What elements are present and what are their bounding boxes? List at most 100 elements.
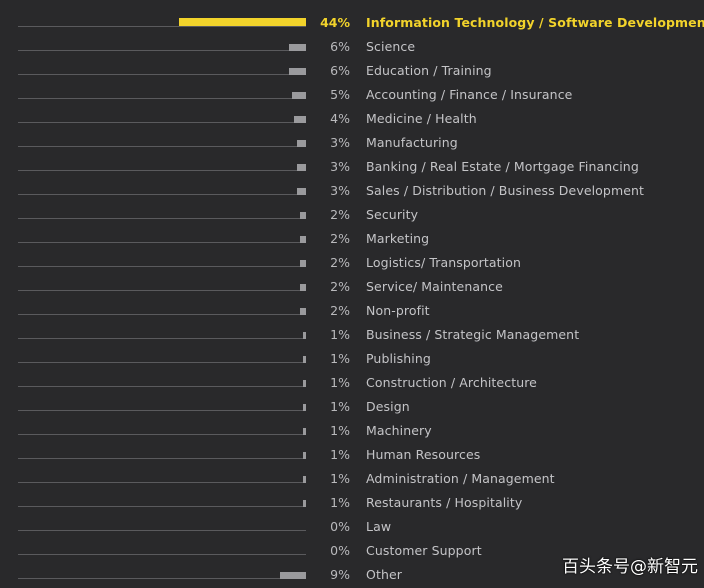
- chart-row: 1% Restaurants / Hospitality: [0, 492, 704, 516]
- category-label: Non-profit: [366, 303, 430, 318]
- bar: [297, 188, 306, 195]
- bar-baseline: [18, 362, 306, 363]
- value-label: 44%: [320, 15, 350, 30]
- chart-row: 9% Other: [0, 564, 704, 588]
- bar-baseline: [18, 338, 306, 339]
- bar-baseline: [18, 314, 306, 315]
- bar-baseline: [18, 242, 306, 243]
- chart-row: 3% Banking / Real Estate / Mortgage Finan…: [0, 156, 704, 180]
- chart-row: 4% Medicine / Health: [0, 108, 704, 132]
- category-label: Restaurants / Hospitality: [366, 495, 523, 510]
- chart-row: 6% Education / Training: [0, 60, 704, 84]
- chart-row: 3% Sales / Distribution / Business Develo…: [0, 180, 704, 204]
- value-label: 1%: [330, 471, 350, 486]
- bar: [179, 18, 306, 26]
- value-label: 5%: [330, 87, 350, 102]
- bar-baseline: [18, 266, 306, 267]
- value-label: 3%: [330, 159, 350, 174]
- bar: [303, 428, 306, 435]
- value-label: 0%: [330, 543, 350, 558]
- value-label: 3%: [330, 135, 350, 150]
- bar-baseline: [18, 386, 306, 387]
- value-label: 1%: [330, 399, 350, 414]
- value-label: 2%: [330, 207, 350, 222]
- category-label: Marketing: [366, 231, 430, 246]
- category-label: Security: [366, 207, 419, 222]
- bar: [303, 500, 306, 507]
- value-label: 1%: [330, 447, 350, 462]
- bar: [292, 92, 306, 99]
- value-label: 2%: [330, 303, 350, 318]
- category-label: Other: [366, 567, 402, 582]
- bar: [289, 68, 306, 75]
- category-label: Education / Training: [366, 63, 492, 78]
- bar-baseline: [18, 98, 306, 99]
- category-label: Publishing: [366, 351, 431, 366]
- value-label: 3%: [330, 183, 350, 198]
- category-label: Service/ Maintenance: [366, 279, 503, 294]
- bar: [303, 380, 306, 387]
- bar: [289, 44, 306, 51]
- chart-row: 6% Science: [0, 36, 704, 60]
- chart-row: 2% Service/ Maintenance: [0, 276, 704, 300]
- bar: [300, 236, 306, 243]
- bar: [280, 572, 306, 579]
- bar-baseline: [18, 458, 306, 459]
- bar: [297, 164, 306, 171]
- chart-row: 0% Law: [0, 516, 704, 540]
- value-label: 2%: [330, 255, 350, 270]
- bar: [300, 308, 306, 315]
- value-label: 9%: [330, 567, 350, 582]
- bar-baseline: [18, 434, 306, 435]
- chart-row: 1% Design: [0, 396, 704, 420]
- value-label: 2%: [330, 231, 350, 246]
- chart-row: 3% Manufacturing: [0, 132, 704, 156]
- chart-row: 1% Machinery: [0, 420, 704, 444]
- bar: [300, 212, 306, 219]
- bar-baseline: [18, 554, 306, 555]
- bar: [294, 116, 306, 123]
- category-label: Banking / Real Estate / Mortgage Financi…: [366, 159, 639, 174]
- bar-baseline: [18, 410, 306, 411]
- value-label: 6%: [330, 39, 350, 54]
- category-label: Administration / Management: [366, 471, 555, 486]
- bar-baseline: [18, 482, 306, 483]
- bar: [303, 476, 306, 483]
- chart-row: 2% Security: [0, 204, 704, 228]
- bar-baseline: [18, 170, 306, 171]
- chart-row: 5% Accounting / Finance / Insurance: [0, 84, 704, 108]
- category-label: Sales / Distribution / Business Developm…: [366, 183, 645, 198]
- bar-baseline: [18, 194, 306, 195]
- value-label: 1%: [330, 375, 350, 390]
- bar-baseline: [18, 122, 306, 123]
- chart-row: 1% Business / Strategic Management: [0, 324, 704, 348]
- category-label: Human Resources: [366, 447, 481, 462]
- chart-row: 2% Non-profit: [0, 300, 704, 324]
- category-label: Law: [366, 519, 392, 534]
- bar-baseline: [18, 26, 306, 27]
- watermark: 百头条号@新智元: [562, 557, 698, 577]
- category-label: Construction / Architecture: [366, 375, 537, 390]
- category-label: Business / Strategic Management: [366, 327, 580, 342]
- chart-row: 2% Logistics/ Transportation: [0, 252, 704, 276]
- chart-row: 44% Information Technology / Software Dev…: [0, 12, 704, 36]
- value-label: 0%: [330, 519, 350, 534]
- bar: [303, 356, 306, 363]
- bar: [303, 332, 306, 339]
- bar: [303, 404, 306, 411]
- chart-row: 1% Publishing: [0, 348, 704, 372]
- bar-baseline: [18, 50, 306, 51]
- value-label: 1%: [330, 495, 350, 510]
- chart-row: 2% Marketing: [0, 228, 704, 252]
- bar-baseline: [18, 290, 306, 291]
- chart-row: 1% Construction / Architecture: [0, 372, 704, 396]
- bar-baseline: [18, 74, 306, 75]
- chart-row: 0% Customer Support: [0, 540, 704, 564]
- value-label: 1%: [330, 327, 350, 342]
- bar-baseline: [18, 506, 306, 507]
- value-label: 2%: [330, 279, 350, 294]
- bar-baseline: [18, 530, 306, 531]
- bar-baseline: [18, 578, 306, 579]
- chart-row: 1% Human Resources: [0, 444, 704, 468]
- value-label: 1%: [330, 423, 350, 438]
